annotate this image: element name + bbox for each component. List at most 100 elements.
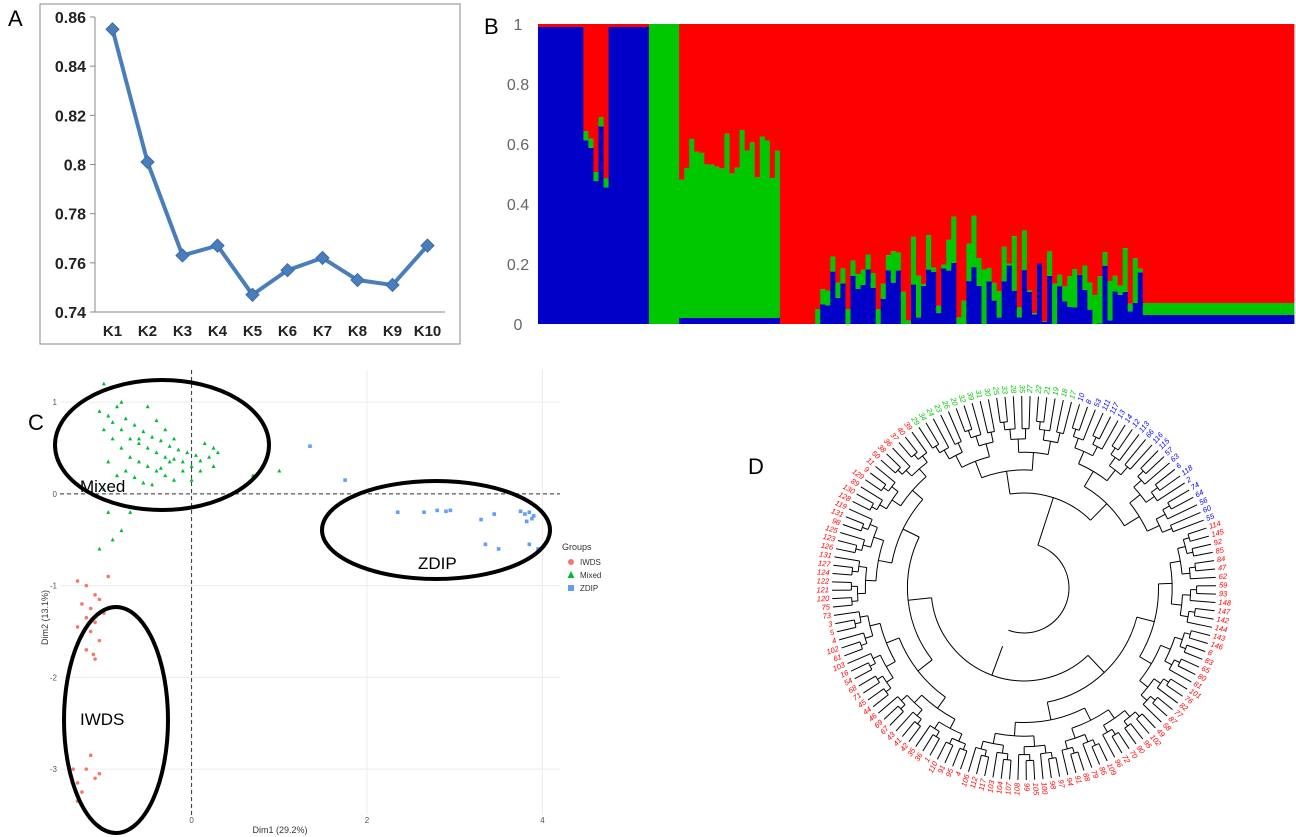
chart-b-bar-red: [921, 24, 927, 284]
chart-b-bar-blue: [885, 270, 892, 324]
chart-d-branch: [1009, 760, 1012, 780]
chart-d-leaf-label: 93: [1219, 589, 1228, 598]
chart-b-bar-red: [1142, 24, 1149, 303]
chart-b-bar-green: [986, 267, 992, 282]
chart-a-point: [280, 263, 295, 278]
chart-d-tree: [832, 396, 1216, 780]
chart-d-branch: [869, 622, 881, 627]
chart-d-leaf-label: 75: [821, 602, 831, 612]
chart-d-leaf-label: 5: [829, 627, 836, 637]
chart-c-legend-marker-iwds: [568, 559, 574, 565]
chart-d-branch: [1000, 759, 1005, 779]
chart-b-bar-green: [961, 300, 967, 324]
chart-d-branch: [940, 414, 956, 445]
chart-b-bar-blue: [936, 313, 942, 324]
chart-d-branch-arc: [1103, 710, 1126, 726]
chart-d-branch: [963, 405, 973, 430]
chart-b-bar-blue: [910, 284, 917, 324]
chart-b-bar-blue: [1102, 265, 1108, 324]
chart-b-bar-blue: [1173, 315, 1179, 324]
chart-d-branch: [1160, 644, 1171, 650]
chart-b-bar-green: [1016, 307, 1023, 318]
chart-d-branch: [974, 461, 983, 478]
chart-b-bar-blue: [1072, 307, 1078, 324]
chart-a-point: [315, 250, 330, 266]
chart-d-branch-arc: [867, 662, 873, 670]
chart-c-point-iwds: [71, 767, 75, 771]
chart-d-branch: [1062, 401, 1072, 434]
chart-d-branch: [1190, 600, 1216, 603]
chart-c-point-mixed: [136, 459, 141, 464]
chart-d-branch: [835, 548, 856, 554]
chart-c-point-mixed: [106, 413, 111, 418]
chart-b-bar-blue: [1152, 315, 1159, 324]
chart-b-bar-red: [739, 24, 746, 130]
chart-d-branch: [1186, 551, 1193, 555]
chart-b-bar-green: [941, 264, 947, 269]
chart-d-branch-arc: [938, 721, 963, 735]
chart-d-branch: [1142, 704, 1162, 723]
chart-b-bar-red: [1077, 24, 1083, 275]
chart-b-bar-red: [689, 24, 695, 139]
chart-d-branch: [891, 486, 899, 492]
chart-d-branch-arc: [964, 428, 973, 433]
chart-d-branch: [1167, 489, 1190, 504]
chart-b-bar-green: [890, 251, 897, 283]
chart-c-point-mixed: [150, 482, 155, 487]
chart-d-branch: [892, 447, 911, 467]
chart-b-bar-blue: [1147, 315, 1154, 324]
chart-d-branch: [1194, 615, 1214, 620]
chart-b-bar-green: [709, 164, 715, 318]
chart-c-point-mixed: [145, 464, 150, 468]
chart-b-bar-red: [1263, 24, 1270, 303]
chart-b-bar-red: [1036, 24, 1043, 264]
chart-d-leaf-label: 105: [1031, 782, 1041, 796]
chart-b-bar-red: [583, 24, 589, 132]
chart-d-leaf-label: 107: [1003, 781, 1013, 795]
chart-d-leaf-label: 131: [830, 506, 845, 519]
chart-b-bar-red: [981, 24, 987, 270]
chart-b-bar-green: [840, 268, 846, 284]
chart-d-branch: [1133, 479, 1142, 488]
chart-d-leaf-label: 8: [1084, 398, 1094, 406]
chart-b-bar-red: [1052, 24, 1058, 284]
chart-b-bar-green: [1203, 303, 1209, 315]
chart-d-branch-arc: [1186, 611, 1190, 623]
chart-d-branch: [1141, 713, 1156, 729]
chart-d-branch: [1157, 687, 1179, 704]
chart-d-branch: [1167, 504, 1198, 520]
chart-b-bar-blue: [1258, 315, 1265, 324]
chart-b-bar-green: [1228, 303, 1234, 315]
chart-b-bar-blue: [699, 318, 705, 324]
chart-b-bar-blue: [1208, 315, 1214, 324]
chart-b-bar-blue: [633, 27, 640, 324]
chart-b-bar-blue: [976, 285, 982, 324]
chart-b-bar-blue: [991, 300, 998, 324]
chart-b-bar-red: [588, 24, 594, 139]
chart-c-pca: 0 2 4 1 0 -1 -2 -3 Dim1 (29.2%) Dim2 (13.1%) Mixed…: [40, 370, 601, 835]
chart-b-bar-red: [1173, 24, 1179, 303]
chart-d-branch-arc: [1150, 491, 1158, 502]
chart-d-branch-arc: [1187, 533, 1191, 542]
chart-d-branch: [992, 733, 996, 744]
chart-d-leaf-label: 4: [831, 636, 837, 646]
chart-b-bar-green: [689, 138, 695, 318]
chart-d-branch: [1098, 743, 1108, 762]
chart-b-bar-green: [1183, 303, 1189, 315]
chart-b-bar-green: [1157, 303, 1164, 315]
chart-b-bar-red: [633, 24, 640, 27]
chart-d-branch: [850, 662, 869, 672]
chart-d-branch: [832, 597, 852, 600]
chart-d-branch: [1153, 678, 1161, 684]
chart-d-branch: [1110, 447, 1116, 455]
chart-b-bar-blue: [835, 297, 841, 324]
chart-d-branch: [918, 468, 927, 478]
chart-d-leaf-label: 18: [1059, 387, 1070, 398]
chart-d-leaf-label: 74: [1189, 480, 1201, 492]
chart-b-bar-blue: [1203, 315, 1209, 324]
chart-d-leaf-label: 28: [1009, 384, 1019, 395]
chart-b-bar-blue: [916, 317, 922, 324]
chart-c-point-mixed: [136, 436, 141, 441]
chart-d-leaf-label: 144: [1214, 623, 1228, 634]
chart-d-branch-arc: [982, 740, 1004, 746]
